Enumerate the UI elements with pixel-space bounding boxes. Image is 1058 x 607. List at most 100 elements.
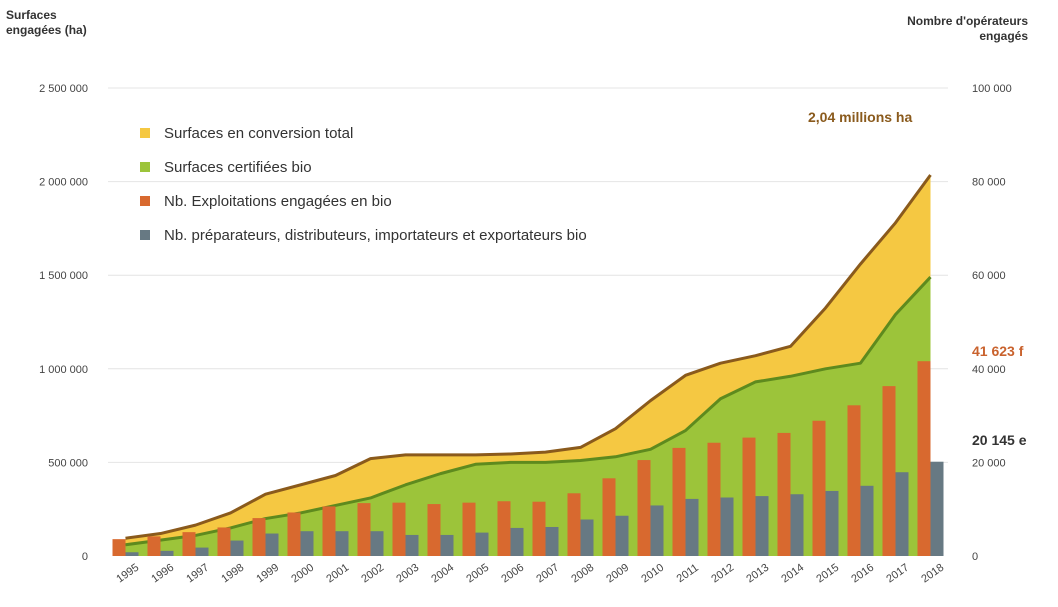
bar-exploitations — [638, 460, 651, 556]
bar-preparateurs — [791, 494, 804, 556]
bar-exploitations — [883, 386, 896, 556]
x-tick-label: 2011 — [675, 562, 701, 585]
bar-exploitations — [218, 527, 231, 556]
y-left-tick-label: 500 000 — [48, 457, 88, 469]
x-tick-label: 1998 — [219, 562, 246, 586]
x-tick-label: 2000 — [289, 562, 316, 586]
y-right-tick-label: 0 — [972, 551, 978, 563]
bar-preparateurs — [336, 531, 349, 556]
x-tick-label: 2012 — [709, 562, 736, 586]
bar-exploitations — [358, 503, 371, 556]
legend-label-preparateurs: Nb. préparateurs, distributeurs, importa… — [164, 227, 587, 244]
bar-preparateurs — [441, 535, 454, 556]
bar-preparateurs — [651, 505, 664, 556]
x-tick-label: 2016 — [849, 562, 876, 586]
bar-preparateurs — [371, 531, 384, 556]
bar-exploitations — [323, 506, 336, 556]
y-right-tick-label: 40 000 — [972, 364, 1006, 376]
annotation-exploitations-total: 41 623 f — [972, 343, 1023, 359]
x-tick-label: 1997 — [184, 562, 211, 586]
bar-preparateurs — [826, 491, 839, 556]
bar-exploitations — [743, 438, 756, 556]
legend-label-conversion: Surfaces en conversion total — [164, 125, 353, 142]
x-tick-label: 1996 — [149, 562, 176, 586]
bar-preparateurs — [266, 534, 279, 556]
bar-exploitations — [848, 405, 861, 556]
y-left-tick-label: 2 000 000 — [39, 177, 88, 189]
x-tick-label: 1995 — [114, 562, 141, 586]
bar-exploitations — [148, 536, 161, 556]
legend-swatch-certified — [140, 162, 150, 172]
x-tick-label: 2002 — [359, 562, 386, 586]
legend-label-certified: Surfaces certifiées bio — [164, 159, 312, 176]
bar-exploitations — [498, 501, 511, 556]
x-tick-label: 2007 — [534, 562, 561, 586]
x-tick-label: 2004 — [429, 562, 456, 586]
y-left-tick-label: 1 000 000 — [39, 364, 88, 376]
legend-swatch-preparateurs — [140, 230, 150, 240]
x-tick-label: 2008 — [569, 562, 596, 586]
bar-exploitations — [533, 502, 546, 556]
bar-exploitations — [393, 503, 406, 556]
x-tick-label: 2001 — [324, 562, 351, 586]
x-tick-label: 2009 — [604, 562, 631, 586]
bar-preparateurs — [721, 498, 734, 557]
y-right-tick-label: 20 000 — [972, 457, 1006, 469]
y-right-tick-label: 80 000 — [972, 177, 1006, 189]
bar-preparateurs — [931, 462, 944, 556]
x-tick-label: 2018 — [919, 562, 946, 586]
bar-preparateurs — [126, 552, 139, 556]
legend-swatch-exploitations — [140, 196, 150, 206]
bar-exploitations — [183, 532, 196, 556]
y-left-tick-label: 0 — [82, 551, 88, 563]
legend-swatch-conversion — [140, 128, 150, 138]
bar-preparateurs — [861, 486, 874, 556]
bar-preparateurs — [686, 499, 699, 556]
bar-exploitations — [708, 443, 721, 556]
bar-exploitations — [778, 433, 791, 556]
legend: Surfaces en conversion total Surfaces ce… — [140, 116, 587, 252]
x-tick-label: 2015 — [814, 562, 841, 586]
y-left-tick-label: 1 500 000 — [39, 270, 88, 282]
bar-exploitations — [673, 448, 686, 556]
legend-item-conversion: Surfaces en conversion total — [140, 116, 587, 150]
x-tick-label: 2003 — [394, 562, 421, 586]
bar-exploitations — [428, 504, 441, 556]
bar-exploitations — [113, 539, 126, 556]
bar-preparateurs — [231, 541, 244, 556]
bar-exploitations — [463, 503, 476, 556]
x-tick-label: 1999 — [254, 562, 281, 586]
legend-item-certified: Surfaces certifiées bio — [140, 150, 587, 184]
bar-preparateurs — [511, 528, 524, 556]
bar-preparateurs — [196, 548, 209, 556]
annotation-surface-total: 2,04 millions ha — [808, 109, 912, 125]
bar-preparateurs — [896, 472, 909, 556]
bar-exploitations — [813, 421, 826, 556]
bar-preparateurs — [616, 516, 629, 556]
x-tick-label: 2005 — [464, 562, 491, 586]
legend-label-exploitations: Nb. Exploitations engagées en bio — [164, 193, 392, 210]
bar-preparateurs — [476, 533, 489, 556]
y-left-tick-label: 2 500 000 — [39, 83, 88, 95]
x-tick-label: 2006 — [499, 562, 526, 586]
bar-preparateurs — [546, 527, 559, 556]
bar-exploitations — [288, 512, 301, 556]
bar-preparateurs — [581, 519, 594, 556]
bar-exploitations — [918, 361, 931, 556]
bar-exploitations — [568, 493, 581, 556]
x-tick-label: 2010 — [639, 562, 666, 586]
bar-preparateurs — [756, 496, 769, 556]
x-tick-label: 2017 — [884, 562, 911, 586]
annotation-preparateurs-total: 20 145 e — [972, 432, 1027, 448]
x-tick-label: 2014 — [779, 562, 806, 586]
x-tick-label: 2013 — [744, 562, 771, 586]
legend-item-exploitations: Nb. Exploitations engagées en bio — [140, 184, 587, 218]
bar-exploitations — [603, 478, 616, 556]
bar-exploitations — [253, 518, 266, 556]
bar-preparateurs — [406, 535, 419, 556]
bar-preparateurs — [301, 531, 314, 556]
legend-item-preparateurs: Nb. préparateurs, distributeurs, importa… — [140, 218, 587, 252]
y-right-tick-label: 100 000 — [972, 83, 1012, 95]
bar-preparateurs — [161, 551, 174, 556]
